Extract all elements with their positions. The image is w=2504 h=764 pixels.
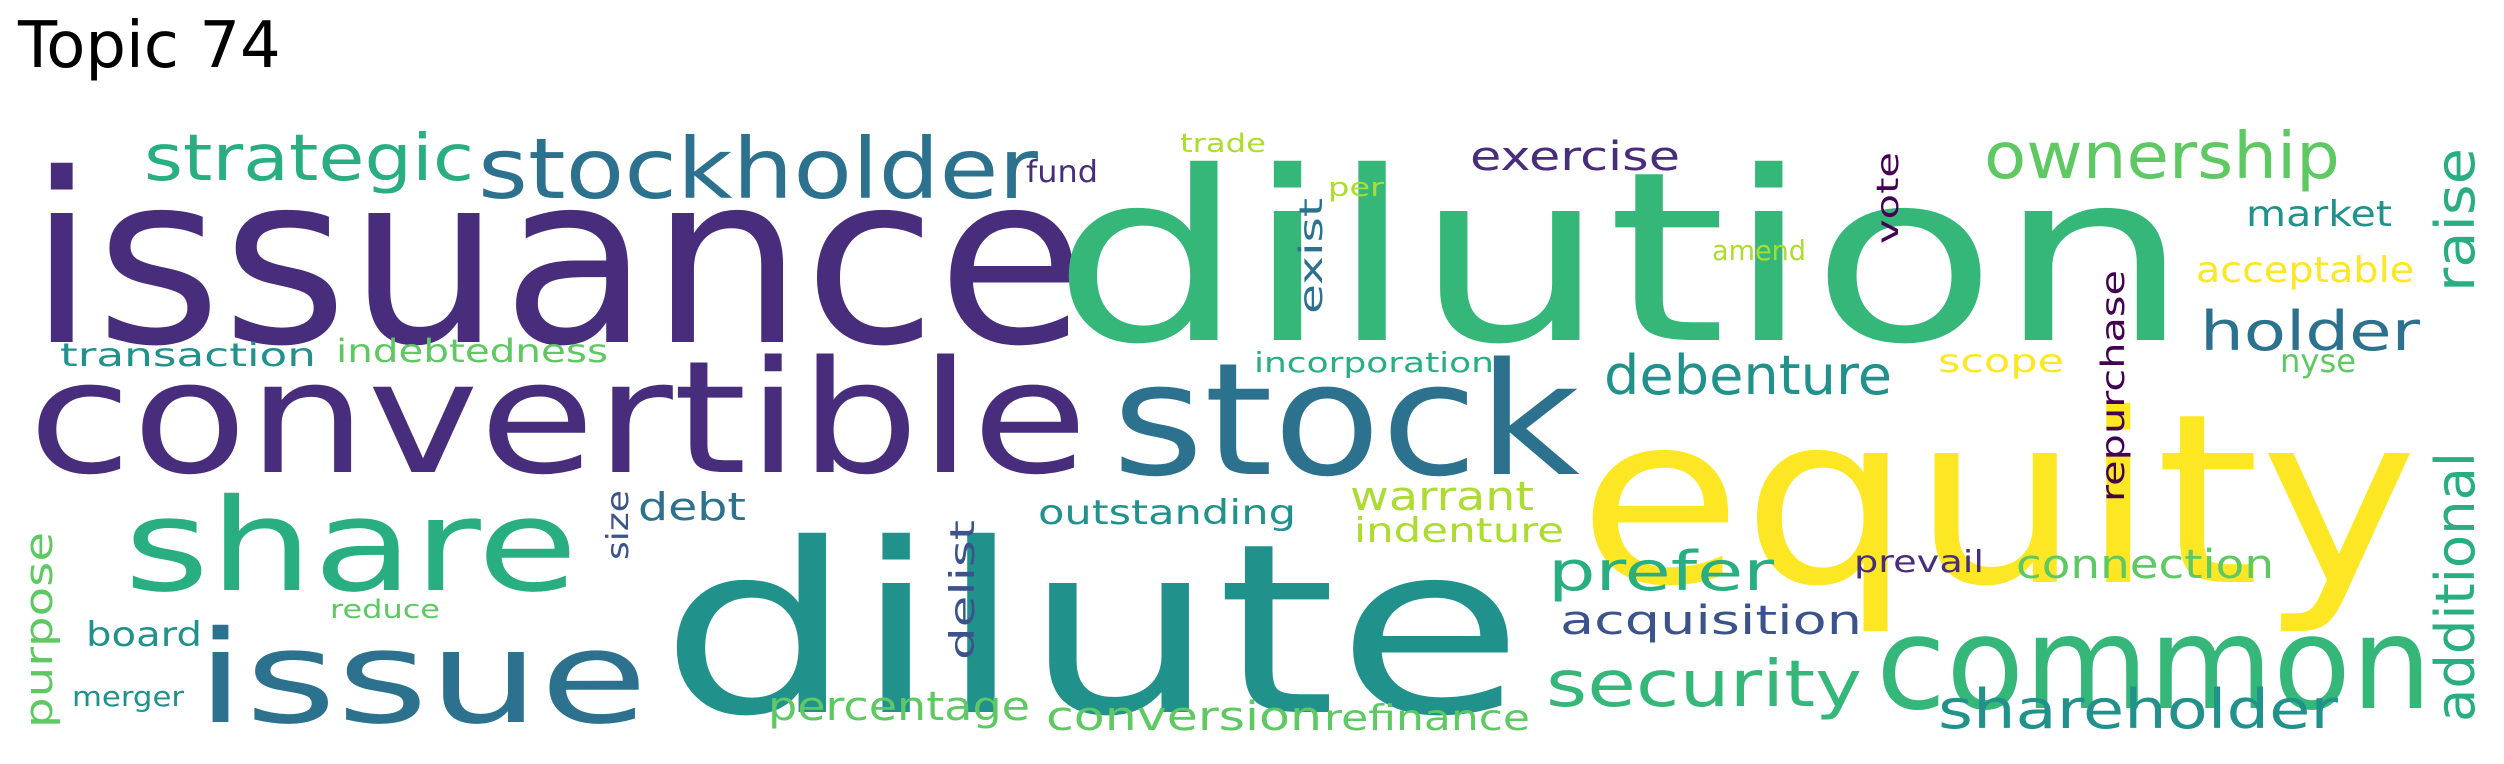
word-reduce: reduce [330,595,440,625]
word-transaction: transaction [60,336,316,374]
word-purpose: purpose [17,532,61,728]
word-dilution: dilution [1052,121,2190,396]
word-exercise: exercise [1470,134,1680,180]
word-per: per [1328,173,1384,203]
word-incorporation: incorporation [1254,346,1494,379]
word-board: board [86,615,202,655]
word-refinance: refinance [1324,698,1530,739]
word-warrant: warrant [1350,474,1534,520]
word-acquisition: acquisition [1560,598,1862,644]
word-security: security [1546,648,1862,722]
word-indenture: indenture [1354,511,1564,551]
word-repurchase: repurchase [2094,270,2132,502]
word-outstanding: outstanding [1038,493,1296,533]
word-merger: merger [72,680,185,713]
word-convertible: convertible [28,327,1088,509]
word-market: market [2246,194,2392,235]
word-holder: holder [2200,300,2421,363]
word-additional: additional [2424,452,2487,722]
word-conversion: conversion [1046,694,1322,740]
word-shareholder: shareholder [1938,678,2339,741]
word-ownership: ownership [1984,120,2340,194]
word-size: size [601,490,636,560]
word-dilute: dilute [660,493,1524,764]
word-vote: vote [1871,152,1906,244]
word-raise: raise [2424,148,2487,292]
word-common: common [1876,590,2432,739]
word-amend: amend [1712,234,1806,267]
word-percentage: percentage [768,684,1030,730]
word-prefer: prefer [1548,540,1775,603]
word-exist: exist [1292,198,1330,314]
word-trade: trade [1180,129,1266,159]
word-issuance: issuance [28,123,1086,398]
word-debenture: debenture [1604,344,1892,407]
word-equity: equity [1578,363,2418,638]
word-strategic: strategic [144,122,474,196]
word-stockholder: stockholder [478,120,1039,218]
word-acceptable: acceptable [2196,250,2414,291]
word-scope: scope [1938,342,2064,380]
word-prevail: prevail [1854,545,1984,580]
word-issue: issue [196,604,648,753]
word-fund: fund [1026,155,1098,190]
word-delist: delist [943,520,983,660]
word-debt: debt [638,485,746,529]
word-stock: stock [1112,329,1580,511]
word-connection: connection [2016,542,2274,588]
word-share: share [124,472,578,621]
topic-title: Topic 74 [18,9,281,83]
word-nyse: nyse [2280,342,2356,380]
word-indebtedness: indebtedness [336,332,608,370]
